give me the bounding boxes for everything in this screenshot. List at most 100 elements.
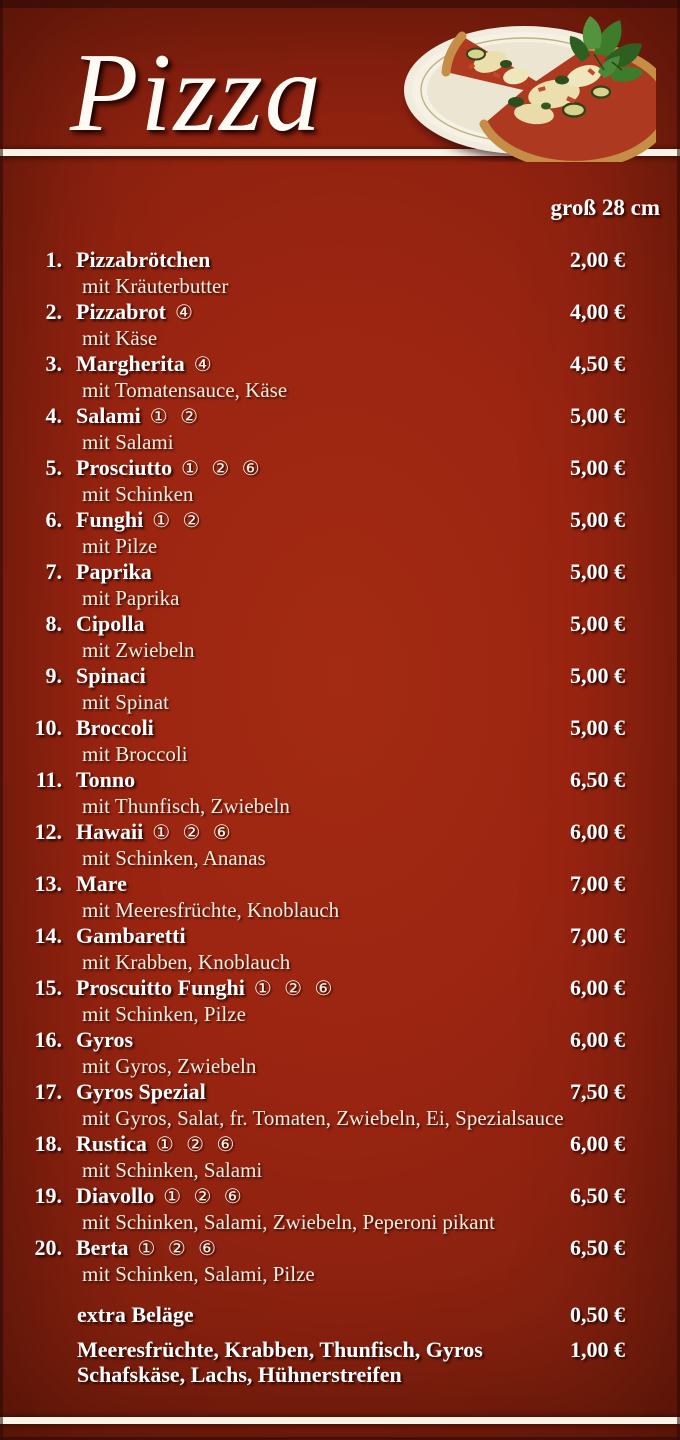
page-edge-top — [0, 0, 680, 8]
additive-number-badges: ④ — [175, 300, 196, 324]
menu-item-title-row: 10. Broccoli 5,00 € — [0, 715, 680, 741]
header-divider-band — [0, 149, 680, 156]
item-number: 19. — [34, 1183, 63, 1208]
item-name: Prosciutto — [76, 455, 173, 480]
item-description: mit Salami — [82, 430, 174, 454]
page-title: Pizza — [70, 31, 323, 155]
additive-number-badges: ④ — [193, 352, 215, 376]
item-number: 12. — [34, 819, 63, 844]
pizza-plate-photo — [404, 16, 656, 162]
item-number: 1. — [45, 247, 63, 272]
premium-toppings-row: Meeresfrüchte, Krabben, Thunfisch, Gyros… — [0, 1337, 680, 1387]
item-number: 6. — [45, 507, 63, 532]
item-name: Gambaretti — [76, 923, 186, 948]
menu-item-title-row: 15. Proscuitto Funghi ① ② ⑥ 6,00 € — [0, 975, 680, 1001]
menu-item: 8. Cipolla 5,00 € mit Zwiebeln — [0, 611, 680, 663]
item-description: mit Schinken, Salami, Pilze — [82, 1262, 315, 1286]
item-price: 5,00 € — [570, 611, 625, 636]
menu-item-title-row: 5. Prosciutto ① ② ⑥ 5,00 € — [0, 455, 680, 481]
item-description: mit Meeresfrüchte, Knoblauch — [82, 898, 340, 922]
item-name: Diavollo — [76, 1183, 155, 1208]
item-description: mit Thunfisch, Zwiebeln — [82, 794, 290, 818]
item-price: 7,50 € — [570, 1079, 625, 1104]
menu-item-title-row: 4. Salami ① ② 5,00 € — [0, 403, 680, 429]
item-number: 3. — [45, 351, 63, 376]
extra-toppings-row: extra Beläge 0,50 € — [0, 1302, 680, 1328]
premium-toppings-label: Meeresfrüchte, Krabben, Thunfisch, Gyros… — [77, 1337, 483, 1387]
item-description: mit Zwiebeln — [82, 638, 195, 662]
item-name: Funghi — [76, 507, 144, 532]
item-price: 4,50 € — [570, 351, 625, 376]
additive-number-badges: ① ② — [152, 508, 204, 532]
item-name: Broccoli — [76, 715, 154, 740]
additive-number-badges: ① ② ⑥ — [137, 1236, 220, 1260]
item-name: Hawaii — [76, 819, 144, 844]
extra-toppings-price: 0,50 € — [570, 1302, 625, 1327]
item-price: 5,00 € — [570, 715, 625, 740]
item-description: mit Spinat — [82, 690, 169, 714]
item-description: mit Tomatensauce, Käse — [82, 378, 288, 402]
item-price: 6,00 € — [570, 975, 625, 1000]
menu-item: 7. Paprika 5,00 € mit Paprika — [0, 559, 680, 611]
item-price: 6,50 € — [570, 767, 625, 792]
menu-item-title-row: 13. Mare 7,00 € — [0, 871, 680, 897]
menu-item-title-row: 3. Margherita ④ 4,50 € — [0, 351, 680, 377]
item-price: 6,00 € — [570, 1027, 625, 1052]
menu-list: 1. Pizzabrötchen 2,00 € mit Kräuterbutte… — [0, 247, 680, 1287]
menu-item: 19. Diavollo ① ② ⑥ 6,50 € mit Schinken, … — [0, 1183, 680, 1235]
item-name: Berta — [76, 1235, 129, 1260]
menu-item: 17. Gyros Spezial 7,50 € mit Gyros, Sala… — [0, 1079, 680, 1131]
item-description: mit Broccoli — [82, 742, 188, 766]
item-description: mit Pilze — [82, 534, 158, 558]
menu-item: 1. Pizzabrötchen 2,00 € mit Kräuterbutte… — [0, 247, 680, 299]
item-number: 13. — [34, 871, 63, 896]
menu-item: 10. Broccoli 5,00 € mit Broccoli — [0, 715, 680, 767]
item-name: Proscuitto Funghi — [76, 975, 245, 1000]
item-price: 5,00 € — [570, 559, 625, 584]
item-name: Margherita — [76, 351, 185, 376]
item-description: mit Schinken, Salami — [82, 1158, 263, 1182]
menu-item-title-row: 1. Pizzabrötchen 2,00 € — [0, 247, 680, 273]
item-name: Salami — [76, 403, 141, 428]
item-name: Pizzabrot — [76, 299, 167, 324]
menu-item: 11. Tonno 6,50 € mit Thunfisch, Zwiebeln — [0, 767, 680, 819]
item-number: 15. — [34, 975, 63, 1000]
item-description: mit Gyros, Zwiebeln — [82, 1054, 257, 1078]
additive-number-badges: ① ② ⑥ — [253, 976, 336, 1000]
item-description: mit Schinken, Salami, Zwiebeln, Peperoni… — [82, 1210, 495, 1234]
menu-item: 3. Margherita ④ 4,50 € mit Tomatensauce,… — [0, 351, 680, 403]
item-description: mit Krabben, Knoblauch — [82, 950, 291, 974]
item-number: 16. — [34, 1027, 63, 1052]
item-number: 14. — [34, 923, 63, 948]
menu-item: 13. Mare 7,00 € mit Meeresfrüchte, Knobl… — [0, 871, 680, 923]
menu-item-title-row: 19. Diavollo ① ② ⑥ 6,50 € — [0, 1183, 680, 1209]
menu-item: 2. Pizzabrot ④ 4,00 € mit Käse — [0, 299, 680, 351]
menu-item-title-row: 6. Funghi ① ② 5,00 € — [0, 507, 680, 533]
size-column-header: groß 28 cm — [550, 195, 660, 220]
item-number: 7. — [45, 559, 63, 584]
menu-item: 14. Gambaretti 7,00 € mit Krabben, Knobl… — [0, 923, 680, 975]
page-edge-bottom — [0, 1437, 680, 1440]
item-number: 5. — [45, 455, 63, 480]
menu-item-title-row: 8. Cipolla 5,00 € — [0, 611, 680, 637]
item-description: mit Schinken, Pilze — [82, 1002, 246, 1026]
menu-item: 9. Spinaci 5,00 € mit Spinat — [0, 663, 680, 715]
item-name: Rustica — [76, 1131, 147, 1156]
item-price: 7,00 € — [570, 871, 625, 896]
page-edge-right — [677, 0, 680, 1440]
item-description: mit Käse — [82, 326, 158, 350]
item-price: 6,50 € — [570, 1183, 625, 1208]
additive-number-badges: ① ② ⑥ — [181, 456, 263, 480]
item-name: Gyros Spezial — [76, 1079, 206, 1104]
footer-divider-band — [0, 1417, 680, 1424]
premium-toppings-price: 1,00 € — [570, 1337, 625, 1362]
menu-item-title-row: 14. Gambaretti 7,00 € — [0, 923, 680, 949]
item-price: 5,00 € — [570, 403, 625, 428]
additive-number-badges: ① ② ⑥ — [163, 1184, 245, 1208]
item-number: 4. — [45, 403, 63, 428]
additive-number-badges: ① ② ⑥ — [155, 1132, 238, 1156]
menu-item: 15. Proscuitto Funghi ① ② ⑥ 6,00 € mit S… — [0, 975, 680, 1027]
premium-toppings-line2: Schafskäse, Lachs, Hühnerstreifen — [77, 1362, 402, 1387]
menu-item-title-row: 20. Berta ① ② ⑥ 6,50 € — [0, 1235, 680, 1261]
menu-item: 18. Rustica ① ② ⑥ 6,00 € mit Schinken, S… — [0, 1131, 680, 1183]
